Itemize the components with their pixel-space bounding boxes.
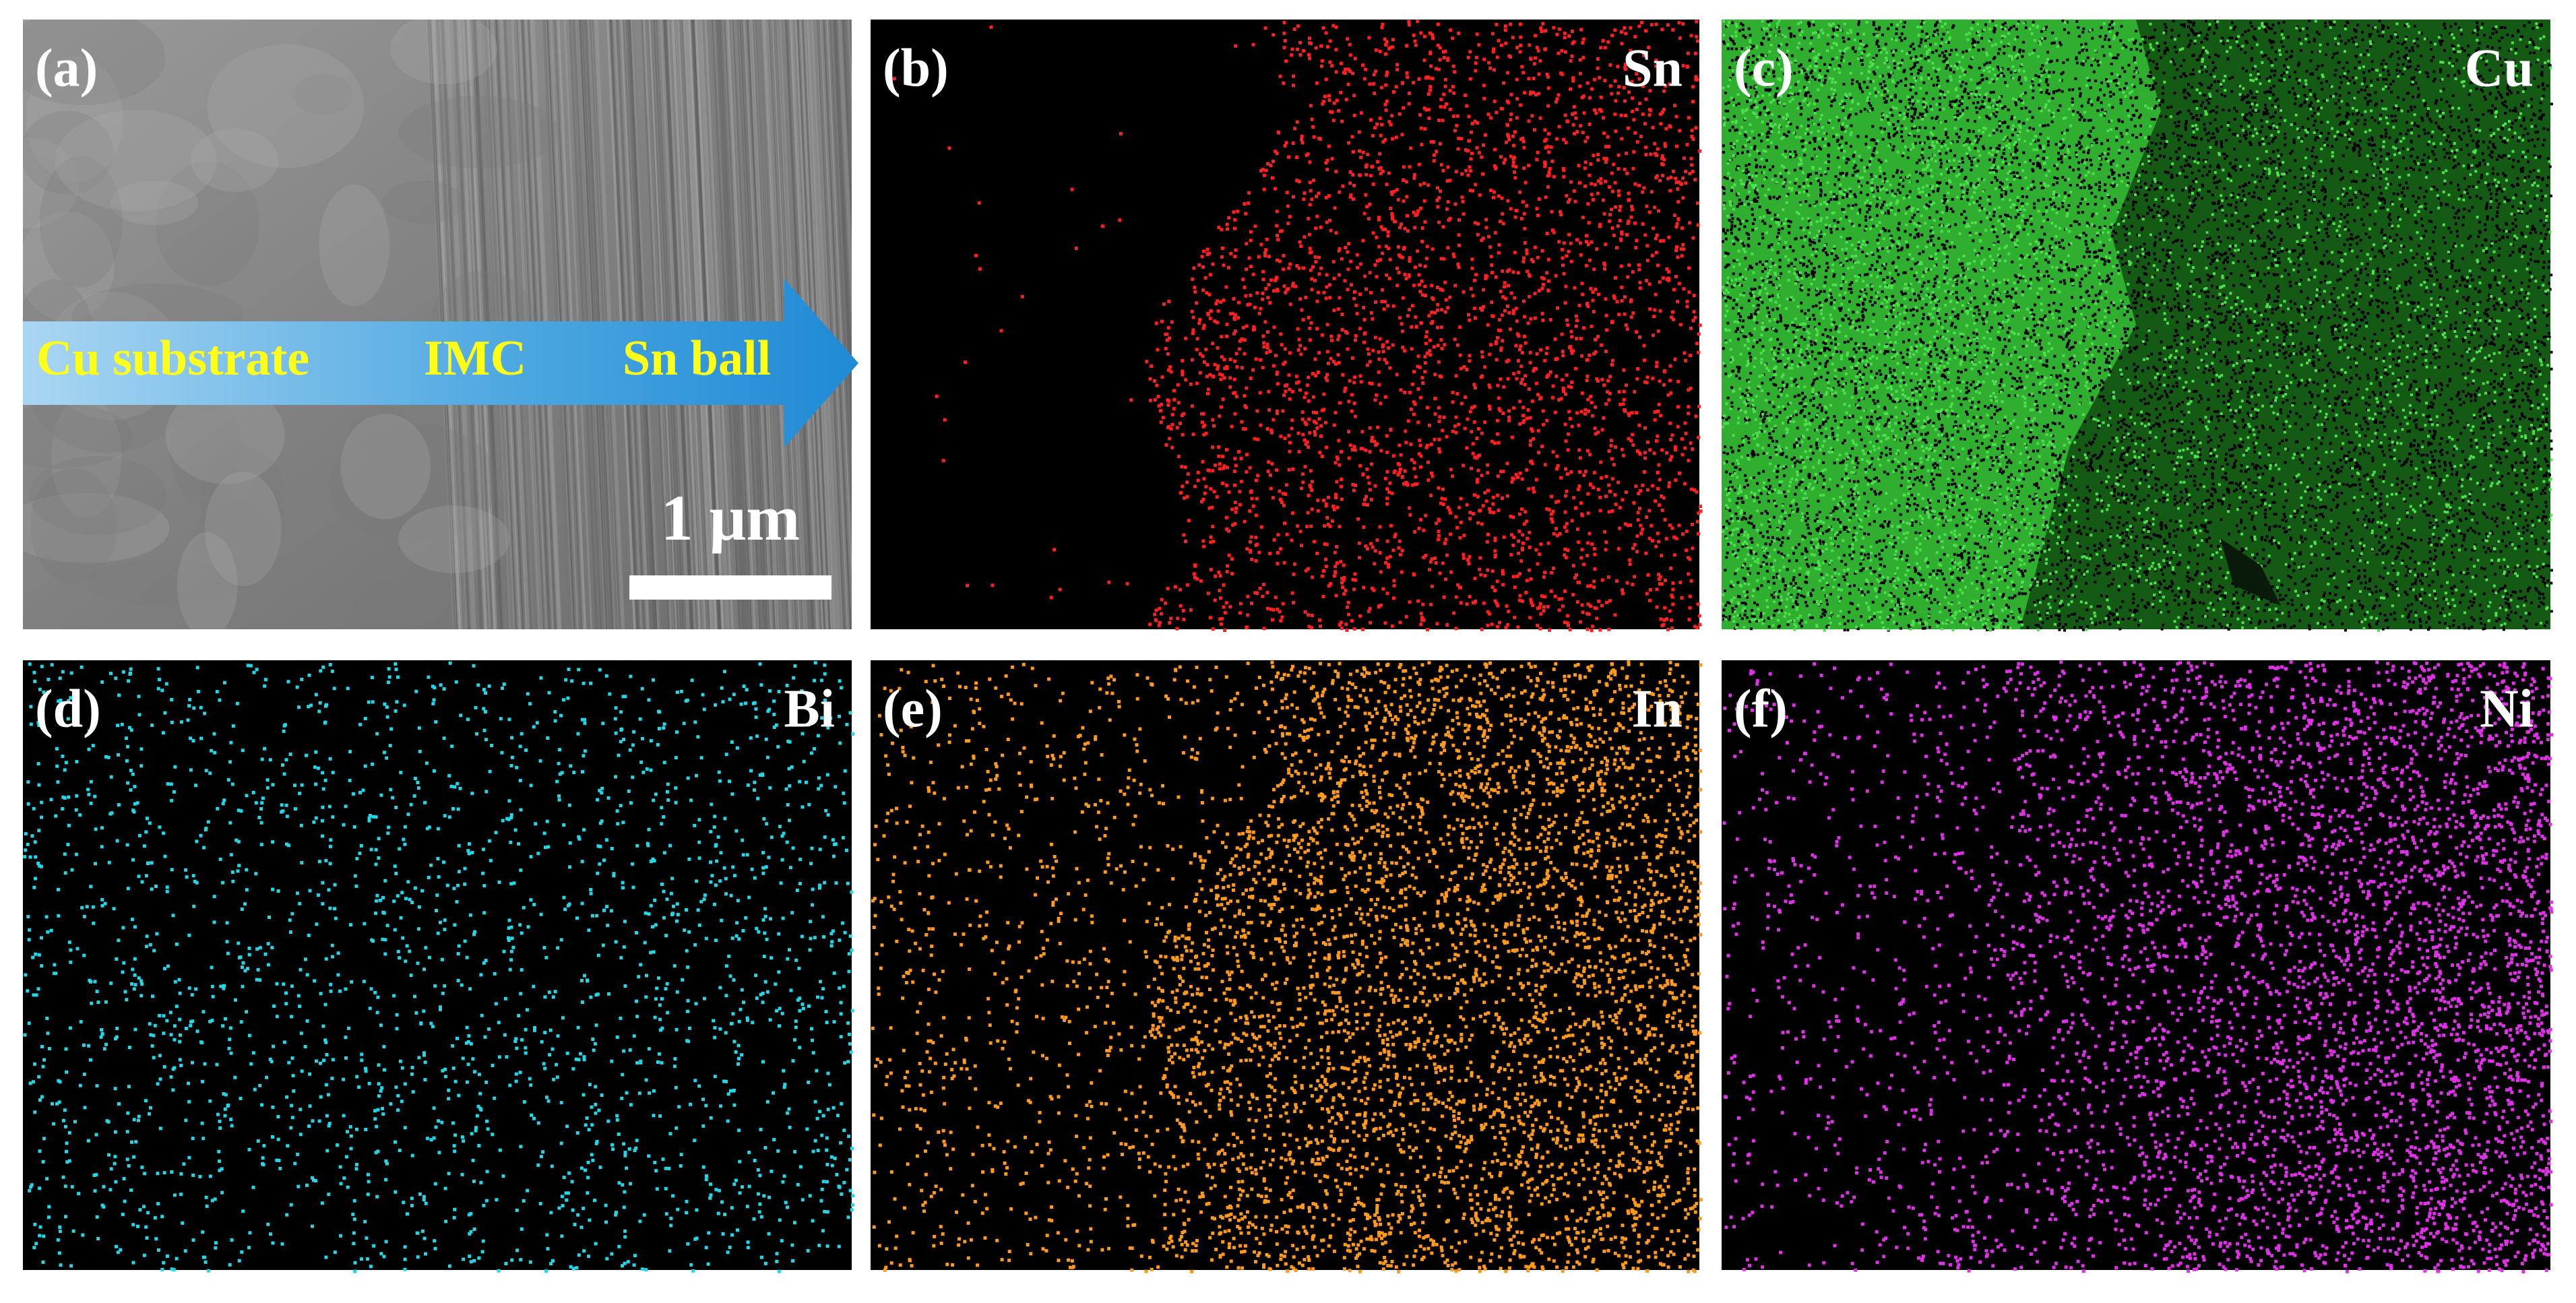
sem-grain <box>294 73 352 115</box>
sem-grain <box>390 20 498 85</box>
panel: Cu (c) <box>1722 20 2553 632</box>
sem-grain <box>207 44 365 168</box>
sem-grain <box>26 55 123 183</box>
sem-streak <box>814 20 843 629</box>
arrow-label: Cu substrate <box>36 331 309 386</box>
sem-streak <box>833 20 852 435</box>
sem-streak <box>827 20 852 577</box>
sem-streak <box>811 20 842 629</box>
sem-streak <box>819 20 850 629</box>
sem-grain <box>23 211 115 322</box>
map-background <box>871 20 1699 629</box>
arrow-label: Sn ball <box>623 331 771 386</box>
dark-particle <box>2220 538 2281 606</box>
sem-grain <box>340 414 431 519</box>
sem-streak <box>842 20 852 245</box>
sem-grain <box>110 181 199 226</box>
sem-grain <box>23 20 166 106</box>
sem-grain <box>30 468 117 584</box>
sem-grain <box>350 406 412 455</box>
sem-streak <box>841 20 852 255</box>
panel-label: (b) <box>883 38 949 98</box>
sem-grain <box>23 492 170 564</box>
sem-grain <box>204 472 282 587</box>
element-dots <box>1722 660 2554 1273</box>
flow-arrow <box>23 279 858 447</box>
sem-streak <box>838 20 852 315</box>
element-label: Cu <box>2465 38 2534 98</box>
sem-streak <box>821 20 850 629</box>
sem-grain <box>398 505 510 573</box>
sem-grain <box>23 137 80 228</box>
sem-grain <box>199 446 286 552</box>
element-dots <box>1722 20 2553 632</box>
sem-streak <box>832 20 852 457</box>
sem-grain <box>23 110 114 195</box>
sem-grain <box>193 497 276 589</box>
sem-streak <box>827 20 852 557</box>
panel: Sn (b) <box>871 20 1703 633</box>
sem-streak <box>823 20 852 629</box>
sem-streak <box>816 20 847 629</box>
sem-grain <box>86 560 245 606</box>
sem-grain <box>352 579 408 629</box>
map-background <box>23 660 852 1270</box>
sem-grain <box>29 455 167 536</box>
sem-streak <box>839 20 852 302</box>
sem-grain <box>177 532 238 629</box>
panel: Ni (f) <box>1722 660 2554 1273</box>
sem-grain <box>382 181 466 224</box>
sem-grain <box>156 161 260 286</box>
sem-streak <box>817 20 849 629</box>
sem-grain <box>398 96 559 168</box>
sem-streak <box>813 20 843 629</box>
sem-grain <box>319 184 390 307</box>
sem-grain <box>39 156 123 288</box>
sem-streak <box>813 20 843 629</box>
panel-label: (a) <box>35 38 98 98</box>
arrow-label: IMC <box>424 331 526 386</box>
panel-label: (f) <box>1734 679 1788 738</box>
scale-bar-label: 1 μm <box>661 482 800 554</box>
sem-streak <box>824 20 852 629</box>
sem-grain <box>165 385 285 484</box>
sem-streak <box>823 20 852 629</box>
sem-grain <box>55 110 218 212</box>
scale-bar <box>629 575 831 600</box>
sem-grain <box>23 403 133 469</box>
sem-streak <box>844 20 852 186</box>
element-label: Sn <box>1623 38 1683 98</box>
map-background <box>871 660 1699 1270</box>
panels: Cu substrate IMC Sn ball 1 μm (a) Sn (b) Cu (c) B… <box>23 20 2554 1273</box>
panel-label: (c) <box>1734 38 1794 98</box>
panel: Bi (d) <box>23 660 855 1273</box>
panel-label: (d) <box>35 679 101 738</box>
element-label: In <box>1631 679 1683 738</box>
panel-label: (e) <box>883 679 943 738</box>
sem-grain <box>51 395 122 518</box>
panel: Cu substrate IMC Sn ball 1 μm (a) <box>23 20 858 629</box>
element-dots <box>23 661 855 1273</box>
sem-grain <box>328 423 499 542</box>
element-label: Ni <box>2480 679 2534 738</box>
sem-streak <box>819 20 849 629</box>
sem-grain <box>191 128 279 193</box>
element-label: Bi <box>784 679 835 738</box>
element-dots <box>871 660 1703 1273</box>
sem-streak <box>815 20 844 629</box>
sem-grain <box>170 396 243 506</box>
panel: In (e) <box>871 660 1703 1273</box>
